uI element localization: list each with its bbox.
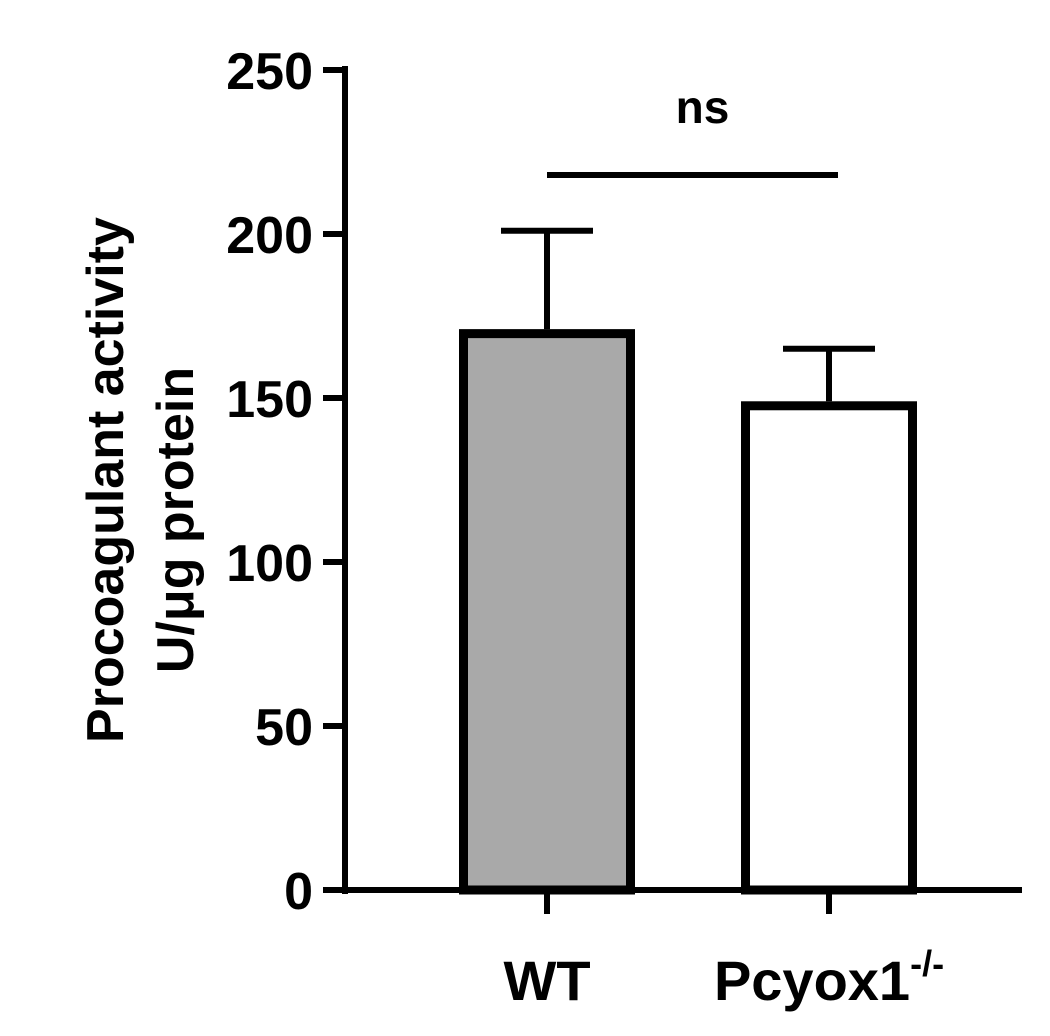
x-tick-label: Pcyox1-/- [714, 943, 944, 1012]
bar [741, 401, 917, 895]
y-tick-label: 50 [255, 699, 313, 757]
x-tick-labels: WT Pcyox1-/- [503, 890, 944, 1012]
bar [459, 329, 635, 895]
significance-label: ns [676, 81, 730, 133]
y-tick-label: 200 [226, 207, 313, 265]
error-bars [501, 227, 875, 402]
y-tick-label: 250 [226, 43, 313, 101]
y-ticks: 0 50 100 150 200 250 [226, 43, 345, 921]
y-tick-label: 150 [226, 371, 313, 429]
significance-annotation: ns [547, 81, 838, 178]
axes [342, 66, 1022, 894]
bars [459, 329, 917, 895]
y-axis-label-line-1: Procoagulant activity [77, 217, 135, 743]
x-tick-label: WT [503, 949, 590, 1012]
y-tick-label: 100 [226, 535, 313, 593]
y-axis-label-line-2: U/μg protein [147, 367, 205, 673]
y-tick-label: 0 [284, 863, 313, 921]
y-axis-label: Procoagulant activity U/μg protein [77, 217, 205, 743]
